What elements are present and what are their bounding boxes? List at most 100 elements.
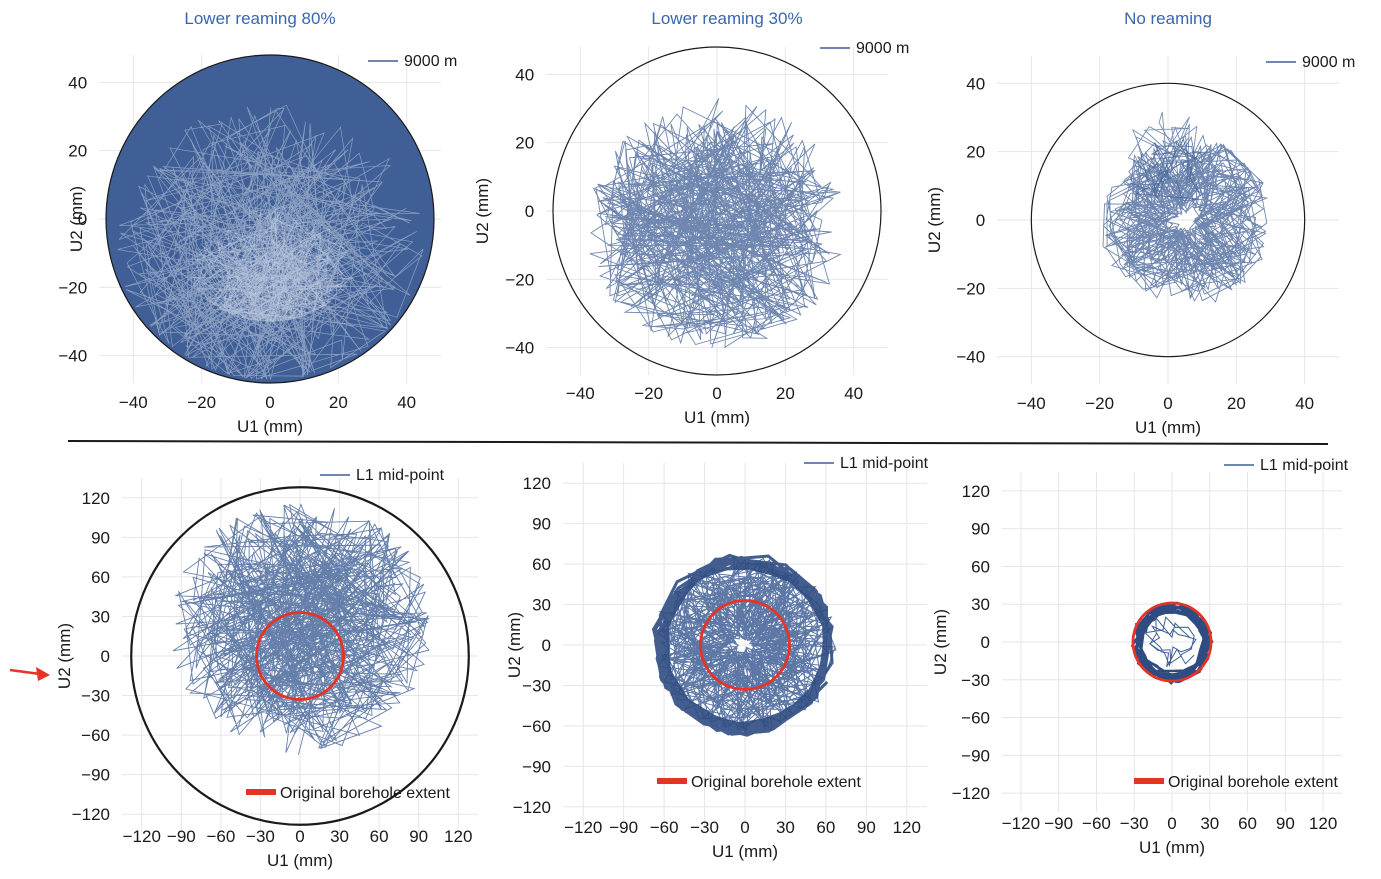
legend-label-original: Original borehole extent — [691, 774, 861, 791]
y-axis-label: U2 (mm) — [55, 623, 74, 689]
x-axis-label: U1 (mm) — [684, 408, 750, 427]
x-tick-label: 20 — [776, 384, 795, 403]
y-tick-label: 90 — [971, 520, 990, 539]
x-tick-label: −40 — [1017, 394, 1046, 413]
y-tick-label: −90 — [81, 766, 110, 785]
x-tick-label: 30 — [776, 818, 795, 837]
y-tick-label: −20 — [956, 279, 985, 298]
chart-panel-4: −120 −90 −60 −30 0 30 60 90 120 −120 −90 −60 −30 0 30 6… — [55, 467, 478, 870]
x-tick-label: 0 — [1163, 394, 1172, 413]
legend-label: L1 mid-point — [840, 455, 929, 472]
x-tick-label: 0 — [712, 384, 721, 403]
red-arrow-icon — [9, 667, 50, 681]
x-tick-label: 120 — [444, 827, 472, 846]
legend-label: 9000 m — [1302, 54, 1355, 71]
y-tick-label: −40 — [956, 348, 985, 367]
x-tick-label: 20 — [1227, 394, 1246, 413]
chart-panel-1: −40 −20 0 20 40 −40 −20 0 20 40 U1 (mm) U2 (mm) Lowe… — [58, 9, 457, 436]
y-tick-label: −120 — [72, 805, 110, 824]
legend-label: 9000 m — [856, 40, 909, 57]
y-tick-label: 90 — [532, 515, 551, 534]
borehole-boundary — [552, 46, 882, 376]
y-tick-label: −30 — [961, 671, 990, 690]
x-axis-label: U1 (mm) — [712, 842, 778, 861]
x-axis-label: U1 (mm) — [1139, 838, 1205, 857]
x-tick-label: −20 — [187, 393, 216, 412]
original-borehole-circle — [1131, 601, 1213, 683]
y-tick-label: −90 — [522, 757, 551, 776]
trajectory-line — [1127, 111, 1207, 202]
x-tick-label: 120 — [1309, 814, 1337, 833]
legend-label: L1 mid-point — [356, 467, 445, 484]
y-tick-label: 0 — [525, 202, 534, 221]
y-tick-label: −90 — [961, 746, 990, 765]
chart-panel-2: −40 −20 0 20 40 −40 −20 0 20 40 U1 (mm) U2 (mm) Lowe… — [473, 9, 909, 427]
chart-panel-5: −120 −90 −60 −30 0 30 60 90 120 −120 −90 −60 −30 0 30 6… — [505, 455, 929, 861]
y-tick-label: 0 — [981, 633, 990, 652]
trajectory-line — [1130, 601, 1214, 685]
x-tick-label: 60 — [1238, 814, 1257, 833]
y-tick-label: 120 — [962, 482, 990, 501]
y-tick-label: 60 — [532, 555, 551, 574]
x-tick-label: 90 — [409, 827, 428, 846]
y-tick-label: −60 — [522, 717, 551, 736]
chart-title: No reaming — [1124, 9, 1212, 28]
y-axis-label: U2 (mm) — [925, 187, 944, 253]
x-tick-label: −60 — [206, 827, 235, 846]
y-tick-label: 30 — [532, 596, 551, 615]
chart-title: Lower reaming 80% — [184, 9, 335, 28]
y-tick-label: 0 — [101, 647, 110, 666]
x-tick-label: 30 — [1200, 814, 1219, 833]
y-tick-label: −40 — [505, 339, 534, 358]
trajectory-line — [1102, 134, 1269, 303]
y-tick-label: 20 — [515, 134, 534, 153]
y-tick-label: 0 — [78, 210, 87, 229]
x-tick-label: −60 — [650, 818, 679, 837]
y-tick-label: 120 — [523, 474, 551, 493]
original-borehole-circle — [699, 599, 791, 691]
x-tick-label: 120 — [893, 818, 921, 837]
y-tick-label: 0 — [542, 636, 551, 655]
trajectory-line — [651, 553, 834, 737]
x-tick-label: 60 — [370, 827, 389, 846]
y-tick-label: 40 — [68, 73, 87, 92]
x-tick-label: −40 — [119, 393, 148, 412]
x-tick-label: −20 — [634, 384, 663, 403]
x-tick-label: 40 — [1295, 394, 1314, 413]
y-tick-label: −20 — [58, 278, 87, 297]
y-tick-label: 0 — [976, 211, 985, 230]
x-tick-label: −60 — [1082, 814, 1111, 833]
y-axis-label: U2 (mm) — [931, 609, 950, 675]
trajectory-line — [189, 202, 354, 323]
chart-panel-3: −40 −20 0 20 40 −40 −20 0 20 40 U1 (mm) U2 (mm) No r… — [925, 9, 1355, 437]
y-tick-label: −20 — [505, 270, 534, 289]
trajectory-line — [172, 503, 430, 755]
legend-label: 9000 m — [404, 53, 457, 70]
y-tick-label: 40 — [966, 74, 985, 93]
x-tick-label: −120 — [1002, 814, 1040, 833]
x-tick-label: −120 — [123, 827, 161, 846]
y-tick-label: −120 — [513, 798, 551, 817]
x-tick-label: 40 — [397, 393, 416, 412]
y-tick-label: −60 — [961, 709, 990, 728]
panels: −40 −20 0 20 40 −40 −20 0 20 40 U1 (mm) U2 (mm) Lowe… — [55, 9, 1355, 870]
y-axis-label: U2 (mm) — [505, 612, 524, 678]
x-tick-label: −90 — [1044, 814, 1073, 833]
x-axis-label: U1 (mm) — [1135, 418, 1201, 437]
borehole-boundary — [130, 486, 470, 826]
panel-divider — [67, 440, 1329, 445]
trajectory-fill — [106, 55, 434, 383]
x-axis-label: U1 (mm) — [267, 851, 333, 870]
legend-label-original: Original borehole extent — [1168, 774, 1338, 791]
y-tick-label: −30 — [522, 676, 551, 695]
borehole-boundary — [105, 54, 435, 384]
x-tick-label: 20 — [329, 393, 348, 412]
x-tick-label: 90 — [1276, 814, 1295, 833]
chart-panel-6: −120 −90 −60 −30 0 30 60 90 120−120−90−60−300306… — [931, 457, 1349, 857]
y-axis-label: U2 (mm) — [67, 186, 86, 252]
x-tick-label: 40 — [844, 384, 863, 403]
y-tick-label: 30 — [971, 595, 990, 614]
x-tick-label: −120 — [564, 818, 602, 837]
x-tick-label: 0 — [740, 818, 749, 837]
